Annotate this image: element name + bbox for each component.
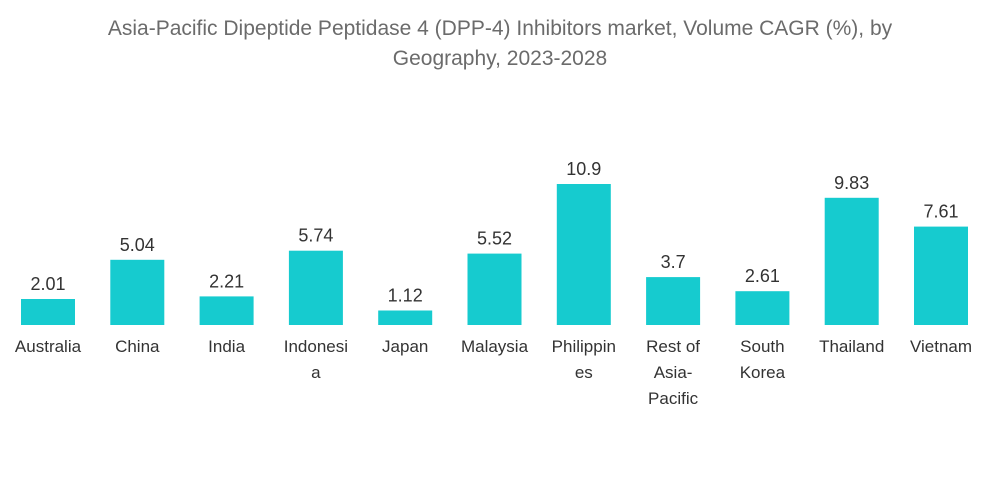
category-label-south-korea: South Korea	[740, 337, 786, 382]
chart-title-line-2: Geography, 2023-2028	[392, 47, 608, 70]
value-label-indonesia: 5.74	[298, 226, 333, 246]
value-label-vietnam: 7.61	[923, 202, 958, 222]
chart-title-line-1: Asia-Pacific Dipeptide Peptidase 4 (DPP-…	[107, 17, 893, 40]
value-label-philippines: 10.9	[566, 159, 601, 179]
bar-philippines	[556, 184, 611, 325]
bar-thailand	[824, 197, 879, 325]
category-label-indonesia: Indonesi a	[284, 337, 348, 382]
bar-vietnam	[914, 226, 968, 325]
value-label-rest-of-asia-pacific: 3.7	[661, 252, 686, 272]
bar-china	[110, 259, 165, 325]
bar-australia	[21, 299, 75, 325]
value-label-australia: 2.01	[30, 274, 65, 294]
category-label-philippines: Philippin es	[552, 337, 616, 382]
category-label-thailand: Thailand	[819, 337, 884, 356]
category-label-india: India	[208, 337, 245, 356]
value-label-india: 2.21	[209, 271, 244, 291]
bar-rest-of-asia-pacific	[646, 277, 701, 325]
value-label-malaysia: 5.52	[477, 229, 512, 249]
category-label-rest-of-asia-pacific: Rest of Asia-Pacific	[646, 337, 700, 408]
value-label-japan: 1.12	[388, 286, 423, 306]
value-label-china: 5.04	[120, 235, 155, 255]
chart-title: Asia-Pacific Dipeptide Peptidase 4 (DPP-…	[0, 14, 1000, 74]
bar-malaysia	[467, 253, 522, 325]
bar-indonesia	[288, 250, 343, 325]
value-label-south-korea: 2.61	[745, 266, 780, 286]
category-label-china: China	[115, 337, 160, 356]
bar-japan	[378, 310, 433, 325]
value-label-thailand: 9.83	[834, 173, 869, 193]
category-label-japan: Japan	[382, 337, 428, 356]
category-label-malaysia: Malaysia	[461, 337, 529, 356]
category-label-vietnam: Vietnam	[910, 337, 972, 356]
bar-india	[199, 296, 254, 325]
category-label-australia: Australia	[15, 337, 82, 356]
bar-south-korea	[735, 291, 790, 325]
